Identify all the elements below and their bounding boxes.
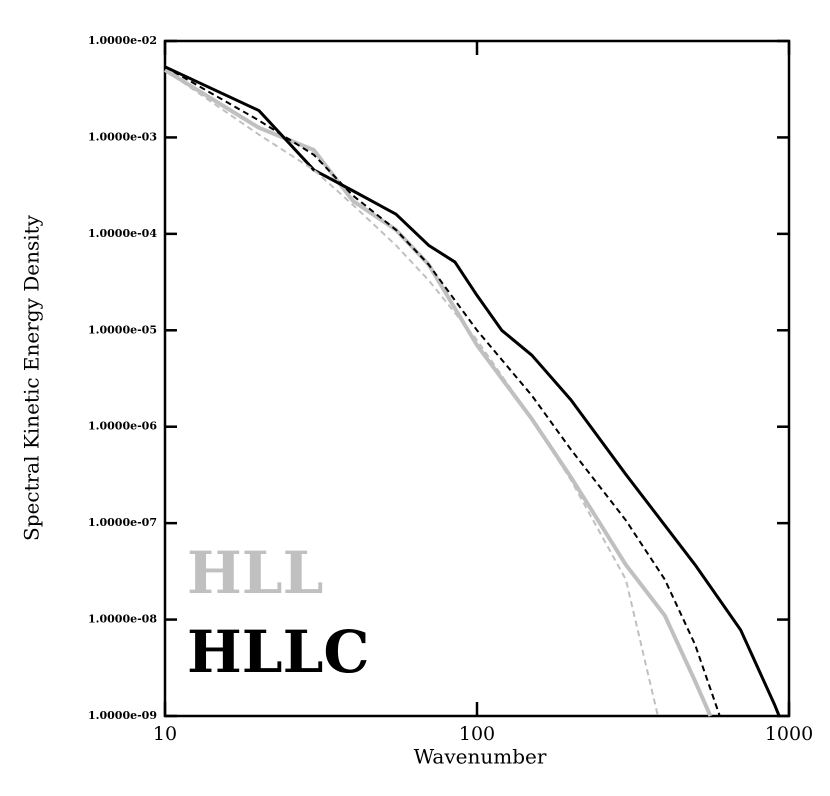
x-tick-label: 100	[459, 723, 495, 745]
x-axis-label: Wavenumber	[414, 745, 547, 769]
series-line	[164, 69, 659, 717]
y-tick-label: 1.0000e-03	[88, 130, 157, 143]
y-axis-label: Spectral Kinetic Energy Density	[20, 214, 44, 541]
y-tick-label: 1.0000e-05	[88, 323, 157, 336]
y-tick-label: 1.0000e-08	[88, 613, 157, 626]
legend-entry: HLLC	[187, 618, 370, 686]
y-tick-label: 1.0000e-06	[88, 420, 157, 433]
y-tick-label: 1.0000e-07	[88, 516, 157, 529]
y-tick-label: 1.0000e-09	[88, 709, 157, 722]
series-line	[164, 65, 781, 717]
legend-entry: HLL	[187, 539, 323, 607]
plot-frame	[163, 39, 791, 718]
series-line	[164, 65, 721, 717]
x-tick-label: 1000	[765, 723, 813, 745]
x-tick-label: 10	[153, 723, 177, 745]
series-line	[163, 68, 713, 717]
y-tick-label: 1.0000e-02	[88, 34, 157, 47]
y-tick-label: 1.0000e-04	[88, 227, 157, 240]
